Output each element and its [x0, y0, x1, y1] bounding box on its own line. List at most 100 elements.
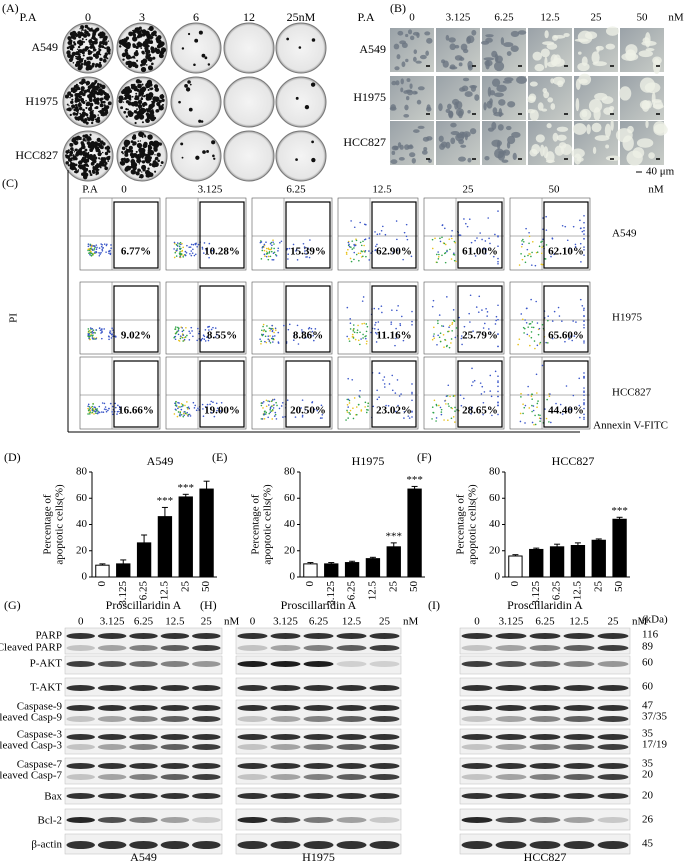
- band: [271, 661, 301, 667]
- event: [179, 415, 181, 417]
- cell: [485, 38, 493, 43]
- cell: [438, 103, 443, 111]
- colony: [72, 148, 74, 150]
- event: [497, 263, 499, 265]
- colony: [182, 157, 184, 159]
- event: [367, 403, 369, 405]
- cell: [498, 99, 505, 106]
- event: [261, 250, 263, 252]
- colony: [69, 58, 73, 62]
- band: [192, 633, 221, 639]
- apoptosis-percent: 44.40%: [548, 405, 584, 417]
- event: [101, 331, 103, 333]
- dose: 25: [463, 184, 475, 196]
- event: [110, 247, 112, 249]
- event: [264, 414, 266, 416]
- cell-line: HCC827: [15, 148, 58, 162]
- lane-dose: 6.25: [134, 616, 154, 628]
- event: [194, 405, 196, 407]
- dose: 0: [409, 12, 415, 24]
- event: [265, 412, 267, 414]
- band: [304, 793, 334, 799]
- event: [411, 383, 413, 385]
- cell: [495, 55, 502, 63]
- event: [583, 215, 585, 217]
- event: [443, 419, 445, 421]
- event: [580, 243, 582, 245]
- event: [580, 299, 582, 301]
- band: [271, 734, 301, 740]
- band: [129, 774, 158, 780]
- event: [397, 305, 399, 307]
- colony: [146, 87, 148, 89]
- colony: [141, 67, 146, 72]
- colony: [90, 57, 93, 60]
- blot-strip: [65, 758, 222, 784]
- event: [188, 406, 190, 408]
- panel-label: (D): [4, 450, 21, 464]
- bar: [325, 564, 338, 577]
- event: [531, 398, 533, 400]
- cell: [646, 48, 655, 51]
- event: [552, 237, 554, 239]
- chart-title: A549: [147, 454, 174, 468]
- band: [530, 744, 561, 750]
- colony: [154, 141, 158, 145]
- colony: [96, 27, 100, 31]
- event: [187, 408, 189, 410]
- colony: [76, 151, 79, 154]
- event: [437, 320, 439, 322]
- event: [537, 322, 539, 324]
- event: [439, 314, 441, 316]
- colony: [93, 45, 95, 47]
- event: [110, 244, 112, 246]
- flow-plot: [80, 357, 160, 429]
- event: [356, 406, 358, 408]
- colony: [72, 49, 73, 50]
- event: [178, 330, 180, 332]
- event: [96, 247, 98, 249]
- colony: [145, 50, 147, 52]
- band: [271, 633, 301, 639]
- colony: [94, 54, 97, 57]
- event: [264, 244, 266, 246]
- event: [583, 327, 585, 329]
- event: [431, 418, 433, 420]
- band: [598, 705, 629, 711]
- band: [98, 685, 127, 691]
- colony: [157, 153, 161, 157]
- colony: [91, 118, 94, 121]
- event: [378, 321, 380, 323]
- band: [370, 633, 400, 639]
- colony: [139, 33, 141, 35]
- event: [533, 410, 535, 412]
- event: [547, 315, 549, 317]
- event: [275, 414, 277, 416]
- event: [273, 407, 275, 409]
- flow-plot: [510, 282, 590, 354]
- colony: [124, 153, 128, 157]
- event: [471, 385, 473, 387]
- colony: [149, 163, 152, 166]
- colony: [125, 61, 129, 65]
- event: [271, 247, 273, 249]
- kda: 17/19: [642, 739, 668, 751]
- panel-label: (B): [390, 1, 406, 15]
- cell: [451, 131, 460, 135]
- event: [354, 331, 356, 333]
- protein-label: T-AKT: [30, 682, 62, 694]
- event: [441, 237, 443, 239]
- colony: [143, 105, 145, 107]
- colony: [82, 43, 83, 44]
- event: [583, 390, 585, 392]
- colony: [130, 153, 134, 157]
- event: [470, 294, 472, 296]
- cell: [639, 50, 653, 57]
- band: [129, 685, 158, 691]
- band: [66, 661, 95, 667]
- event: [212, 401, 214, 403]
- band: [192, 716, 221, 722]
- event: [94, 407, 96, 409]
- event: [497, 375, 499, 377]
